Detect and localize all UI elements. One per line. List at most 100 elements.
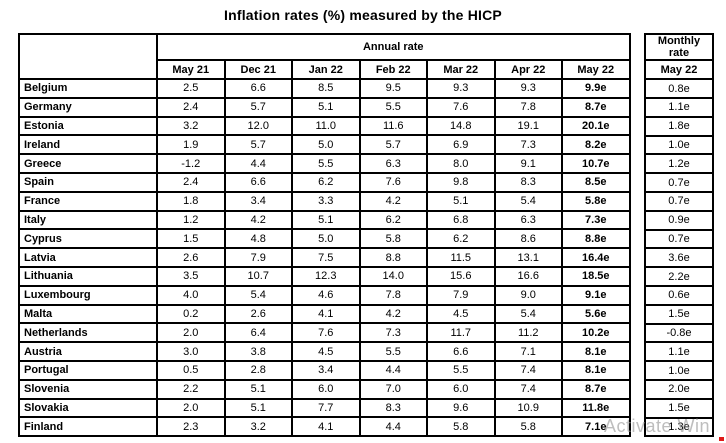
annual-rate-value: 8.0 xyxy=(426,153,496,174)
annual-rate-value: 4.4 xyxy=(358,359,428,381)
monthly-row: 2.2e xyxy=(644,266,714,287)
country-name: Slovenia xyxy=(18,378,158,400)
main-table-body: Belgium 2.5 6.6 8.5 9.5 9.3 9.3 9.9e Germany 2.4 5… xyxy=(18,78,631,438)
annual-rate-value: 0.5 xyxy=(156,359,226,381)
monthly-rate-table: Monthly rate May 22 0.8e 1.1e 1.8e 1.0e 1.2e… xyxy=(644,32,714,438)
monthly-row: 1.0e xyxy=(644,360,714,381)
annual-rate-value: 5.5 xyxy=(358,341,428,362)
annual-rate-value: 2.4 xyxy=(156,96,226,118)
country-row: Ireland 1.9 5.7 5.0 5.7 6.9 7.3 8.2e xyxy=(18,134,631,156)
annual-rate-value: 11.2 xyxy=(493,322,563,344)
annual-rate-value: 2.6 xyxy=(156,247,226,268)
country-name: Greece xyxy=(18,153,158,174)
annual-rate-value: 8.7e xyxy=(561,96,631,118)
monthly-row: 0.6e xyxy=(644,284,714,306)
country-name: Latvia xyxy=(18,247,158,268)
annual-rate-value: 20.1e xyxy=(561,115,631,137)
annual-rate-value: 1.5 xyxy=(156,228,226,250)
month-column-header: Dec 21 xyxy=(223,59,293,80)
annual-rate-value: 15.6 xyxy=(426,265,496,287)
country-name: Malta xyxy=(18,303,158,325)
annual-rate-value: 7.3e xyxy=(561,209,631,231)
annual-rate-value: 7.9 xyxy=(223,247,293,268)
annual-rate-value: 1.9 xyxy=(156,134,226,156)
monthly-rate-value: -0.8e xyxy=(644,322,714,344)
monthly-rate-value: 0.6e xyxy=(644,284,714,306)
annual-rate-value: 19.1 xyxy=(493,115,563,137)
annual-rate-value: 11.5 xyxy=(426,247,496,268)
annual-rate-value: -1.2 xyxy=(156,153,226,174)
annual-rate-value: 6.8 xyxy=(426,209,496,231)
monthly-row: 0.8e xyxy=(644,78,714,99)
month-column-header: Apr 22 xyxy=(493,59,563,80)
country-name: Austria xyxy=(18,341,158,362)
monthly-rate-value: 1.2e xyxy=(644,153,714,175)
monthly-rate-value: 1.5e xyxy=(644,397,714,419)
country-name: Ireland xyxy=(18,134,158,156)
annual-rate-value: 3.2 xyxy=(156,115,226,137)
country-row: Belgium 2.5 6.6 8.5 9.5 9.3 9.3 9.9e xyxy=(18,78,631,99)
annual-rate-value: 2.2 xyxy=(156,378,226,400)
monthly-row: 1.5e xyxy=(644,303,714,325)
monthly-row: 0.7e xyxy=(644,228,714,250)
monthly-rate-value: 1.8e xyxy=(644,115,714,137)
monthly-row: 1.1e xyxy=(644,341,714,363)
annual-rate-value: 10.2e xyxy=(561,322,631,344)
annual-rate-value: 5.0 xyxy=(291,134,361,156)
monthly-rate-value: 2.2e xyxy=(644,266,714,287)
annual-rate-value: 2.8 xyxy=(223,359,293,381)
annual-rate-value: 3.8 xyxy=(223,341,293,362)
monthly-header-row: Monthly rate xyxy=(644,32,714,62)
country-name: Germany xyxy=(18,96,158,118)
annual-rate-value: 7.3 xyxy=(493,134,563,156)
annual-rate-value: 5.5 xyxy=(426,359,496,381)
monthly-row: 1.2e xyxy=(644,153,714,175)
annual-rate-value: 9.0 xyxy=(493,284,563,306)
annual-rate-value: 7.4 xyxy=(493,359,563,381)
annual-rate-value: 1.2 xyxy=(156,209,226,231)
country-name: Lithuania xyxy=(18,265,158,287)
annual-rate-value: 8.1e xyxy=(561,341,631,362)
annual-rate-value: 7.1e xyxy=(561,416,631,438)
annual-rate-value: 4.8 xyxy=(223,228,293,250)
country-row: Portugal 0.5 2.8 3.4 4.4 5.5 7.4 8.1e xyxy=(18,359,631,381)
annual-rate-value: 7.9 xyxy=(426,284,496,306)
monthly-month-header: May 22 xyxy=(644,59,714,81)
annual-rate-value: 5.4 xyxy=(493,190,563,212)
annual-rate-value: 8.7e xyxy=(561,378,631,400)
month-column-header: Feb 22 xyxy=(358,59,428,80)
annual-rate-value: 4.2 xyxy=(358,190,428,212)
red-corner-mark xyxy=(719,437,724,441)
country-row: France 1.8 3.4 3.3 4.2 5.1 5.4 5.8e xyxy=(18,190,631,212)
annual-rate-value: 8.6 xyxy=(493,228,563,250)
country-row: Latvia 2.6 7.9 7.5 8.8 11.5 13.1 16.4e xyxy=(18,247,631,268)
annual-rate-value: 6.2 xyxy=(426,228,496,250)
annual-rate-value: 11.8e xyxy=(561,397,631,419)
country-name: Italy xyxy=(18,209,158,231)
country-row: Malta 0.2 2.6 4.1 4.2 4.5 5.4 5.6e xyxy=(18,303,631,325)
annual-rates-table: Annual rate May 21 Dec 21 Jan 22 Feb 22 Mar … xyxy=(18,33,631,438)
country-name: France xyxy=(18,190,158,212)
country-name: Estonia xyxy=(18,115,158,137)
monthly-rate-value: 0.7e xyxy=(644,172,714,193)
annual-rate-value: 9.9e xyxy=(561,78,631,99)
monthly-rate-value: 3.6e xyxy=(644,247,714,269)
annual-rate-value: 14.0 xyxy=(358,265,428,287)
annual-rate-value: 5.8 xyxy=(493,416,563,438)
monthly-rate-value: 1.3e xyxy=(644,416,714,438)
annual-rate-value: 7.6 xyxy=(358,171,428,193)
annual-rate-value: 10.7 xyxy=(223,265,293,287)
annual-rate-value: 6.3 xyxy=(493,209,563,231)
annual-header-row: Annual rate xyxy=(18,33,631,80)
annual-rate-value: 7.1 xyxy=(493,341,563,362)
page-title: Inflation rates (%) measured by the HICP xyxy=(224,7,502,23)
annual-rate-value: 5.0 xyxy=(291,228,361,250)
country-name: Belgium xyxy=(18,78,158,99)
annual-rate-value: 9.8 xyxy=(426,171,496,193)
country-row: Finland 2.3 3.2 4.1 4.4 5.8 5.8 7.1e xyxy=(18,416,631,438)
monthly-row: 0.7e xyxy=(644,190,714,212)
monthly-rate-value: 1.0e xyxy=(644,134,714,156)
monthly-rate-value: 2.0e xyxy=(644,378,714,400)
monthly-rate-value: 0.7e xyxy=(644,228,714,250)
annual-rate-value: 5.1 xyxy=(223,378,293,400)
